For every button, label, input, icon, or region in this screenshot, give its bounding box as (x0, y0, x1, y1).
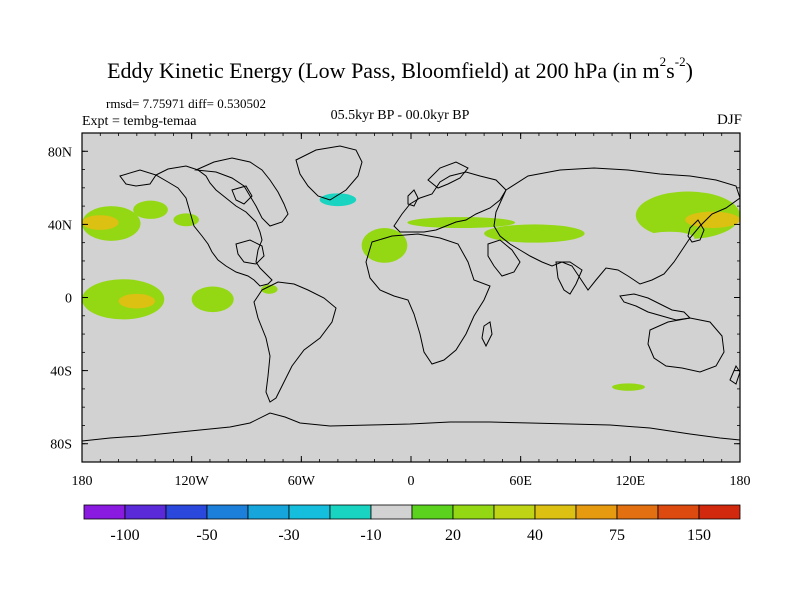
region-w-asia-green (484, 224, 585, 243)
colorbar-label: 75 (609, 527, 625, 544)
colorbar-swatch (698, 504, 741, 520)
experiment-label: Expt = tembg-temaa (82, 114, 197, 129)
north-america-coast (154, 165, 273, 287)
colorbar-label: 40 (527, 527, 543, 544)
region-n-pacific-east-core (82, 215, 119, 230)
y-tick-label: 40N (48, 218, 72, 233)
x-tick-label: 180 (72, 474, 93, 489)
colorbar-swatch (247, 504, 290, 520)
region-e-pacific-teal-2 (237, 334, 273, 344)
region-s-atlantic-teal (310, 345, 457, 360)
colorbar-label: -100 (110, 527, 139, 544)
title-mid: s (666, 58, 675, 83)
contour-regions (82, 156, 740, 391)
region-mid-atlantic-green (361, 228, 408, 263)
new-zealand-coast (729, 364, 740, 385)
region-pacific-teal-band (200, 235, 298, 252)
colorbar-swatch (534, 504, 577, 520)
arabia-coast (487, 239, 521, 277)
y-tick-label: 80S (50, 438, 72, 453)
stats-text: rmsd= 7.75971 diff= 0.530502 (106, 96, 266, 111)
region-ne-pacific-green (173, 213, 199, 227)
colorbar-label: -50 (196, 527, 217, 544)
madagascar-coast (481, 321, 493, 348)
region-arabia-teal (502, 246, 572, 271)
colorbar-swatch (206, 504, 249, 520)
coastlines (82, 145, 740, 442)
x-tick-label: 60E (509, 474, 532, 489)
colorbar-label: -30 (278, 527, 299, 544)
x-tick-label: 60W (288, 474, 316, 489)
region-n-atlantic-teal (319, 224, 375, 240)
region-alaska-green (133, 200, 168, 219)
map-axes: 180 120W 60W 0 60E 120E 180 80N 40N 0 40S 80S (48, 133, 751, 489)
title-end: ) (685, 58, 693, 83)
canada-arctic-coast (194, 157, 289, 227)
region-central-pacific-teal (96, 251, 141, 278)
colorbar-label: -10 (360, 527, 381, 544)
region-greenland-core (319, 193, 357, 207)
y-tick-label: 0 (65, 292, 72, 307)
region-e-pacific-green (191, 286, 234, 313)
colorbar-swatch (83, 504, 126, 520)
title-main: Eddy Kinetic Energy (Low Pass, Bloomfiel… (107, 58, 660, 83)
colorbar-swatch (493, 504, 536, 520)
title-sup-2: -2 (674, 54, 686, 69)
australia-coast (647, 317, 725, 373)
region-nw-pacific-core (685, 211, 740, 229)
title-sup-1: 2 (659, 54, 667, 69)
japan-coast (687, 219, 705, 243)
asia-coast (493, 167, 740, 291)
x-tick-label: 120W (175, 474, 210, 489)
colorbar: -100 -50 -30 -10 20 40 75 150 (83, 504, 741, 544)
colorbar-swatch (452, 504, 495, 520)
region-greenland-teal (301, 156, 421, 207)
region-s-indian-green (612, 383, 645, 391)
period-label: 05.5kyr BP - 00.0kyr BP (330, 108, 470, 123)
south-america-coast (253, 281, 337, 403)
y-tick-label: 40S (50, 365, 72, 380)
season-label: DJF (716, 112, 742, 128)
colorbar-swatch (575, 504, 618, 520)
india-coast (555, 261, 583, 295)
colorbar-swatch (616, 504, 659, 520)
uk-coast (407, 189, 419, 207)
europe-coast (393, 171, 507, 233)
colorbar-swatch (165, 504, 208, 520)
scandinavia-coast (427, 161, 469, 189)
greenland-coast (295, 145, 363, 201)
colorbar-swatch (329, 504, 372, 520)
colorbar-swatch (124, 504, 167, 520)
region-e-pacific-teal (136, 315, 210, 344)
hudson-bay-coast (231, 185, 253, 205)
colorbar-swatch (288, 504, 331, 520)
region-eq-pacific-core (118, 293, 156, 309)
colorbar-swatch (657, 504, 700, 520)
x-tick-label: 0 (408, 474, 415, 489)
x-tick-label: 120E (616, 474, 646, 489)
x-tick-label: 180 (730, 474, 751, 489)
colorbar-label: 20 (445, 527, 461, 544)
region-colombia-green (261, 284, 278, 294)
colorbar-swatch (411, 504, 454, 520)
y-tick-label: 80N (48, 145, 72, 160)
colorbar-label: 150 (687, 527, 711, 544)
gulf-coast (235, 239, 265, 265)
africa-coast (365, 233, 491, 365)
colorbar-swatch (370, 504, 413, 520)
chart-title: Eddy Kinetic Energy (Low Pass, Bloomfiel… (0, 54, 800, 84)
region-mediterranean-green (407, 217, 516, 229)
region-japan-teal (644, 231, 695, 245)
alaska-coast (119, 169, 157, 187)
antarctica-coast (82, 412, 740, 442)
